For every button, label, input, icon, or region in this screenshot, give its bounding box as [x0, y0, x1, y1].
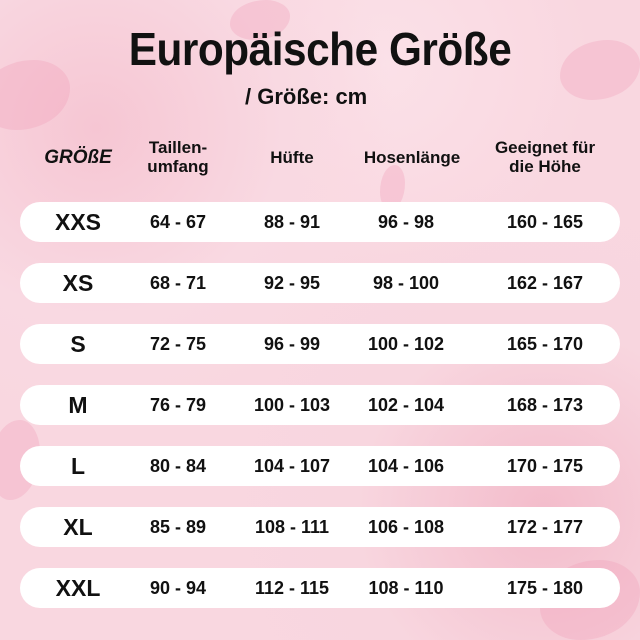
cell-height: 160 - 165	[506, 212, 584, 232]
cell-height: 165 - 170	[506, 334, 584, 354]
cell-length: 106 - 108	[367, 517, 445, 537]
cell-length: 104 - 106	[367, 456, 445, 476]
cell-height: 168 - 173	[506, 395, 584, 415]
cell-size: S	[70, 331, 86, 357]
cell-hip: 88 - 91	[263, 212, 321, 232]
cell-height: 175 - 180	[506, 578, 584, 598]
cell-hip: 96 - 99	[263, 334, 321, 354]
cell-waist: 72 - 75	[149, 334, 207, 354]
cell-size: XXL	[55, 575, 101, 601]
cell-size: M	[68, 392, 88, 418]
table-row: XL 85 - 89 108 - 111 106 - 108 172 - 177	[20, 507, 620, 547]
table-row: L 80 - 84 104 - 107 104 - 106 170 - 175	[20, 446, 620, 486]
cell-hip: 92 - 95	[263, 273, 321, 293]
cell-height: 172 - 177	[506, 517, 584, 537]
cell-hip: 112 - 115	[254, 578, 330, 598]
cell-height: 162 - 167	[506, 273, 584, 293]
header-length: Hosenlänge	[363, 148, 461, 167]
cell-length: 102 - 104	[367, 395, 445, 415]
cell-height: 170 - 175	[506, 456, 584, 476]
header-waist: Taillen- umfang	[147, 138, 209, 176]
cell-size: XXS	[54, 209, 102, 235]
page-title: Europäische Größe	[128, 23, 512, 75]
header-height: Geeignet für die Höhe	[494, 138, 596, 176]
table-row: XXS 64 - 67 88 - 91 96 - 98 160 - 165	[20, 202, 620, 242]
cell-waist: 76 - 79	[149, 395, 207, 415]
cell-waist: 85 - 89	[149, 517, 207, 537]
cell-size: L	[70, 453, 86, 479]
header-hip: Hüfte	[270, 148, 314, 167]
cell-length: 108 - 110	[368, 578, 444, 598]
cell-length: 96 - 98	[377, 212, 435, 232]
table-row: S 72 - 75 96 - 99 100 - 102 165 - 170	[20, 324, 620, 364]
cell-waist: 68 - 71	[149, 273, 207, 293]
unit-subtitle: / Größe: cm	[245, 84, 368, 109]
cell-waist: 64 - 67	[149, 212, 207, 232]
cell-hip: 108 - 111	[254, 517, 330, 537]
cell-length: 98 - 100	[372, 273, 440, 293]
cell-hip: 100 - 103	[253, 395, 331, 415]
cell-waist: 90 - 94	[149, 578, 207, 598]
cell-length: 100 - 102	[367, 334, 445, 354]
header-size: GRÖßE	[44, 147, 112, 168]
table-row: XXL 90 - 94 112 - 115 108 - 110 175 - 180	[20, 568, 620, 608]
table-row: M 76 - 79 100 - 103 102 - 104 168 - 173	[20, 385, 620, 425]
cell-size: XS	[62, 270, 94, 296]
cell-hip: 104 - 107	[253, 456, 331, 476]
cell-size: XL	[63, 514, 93, 540]
table-row: XS 68 - 71 92 - 95 98 - 100 162 - 167	[20, 263, 620, 303]
cell-waist: 80 - 84	[149, 456, 207, 476]
